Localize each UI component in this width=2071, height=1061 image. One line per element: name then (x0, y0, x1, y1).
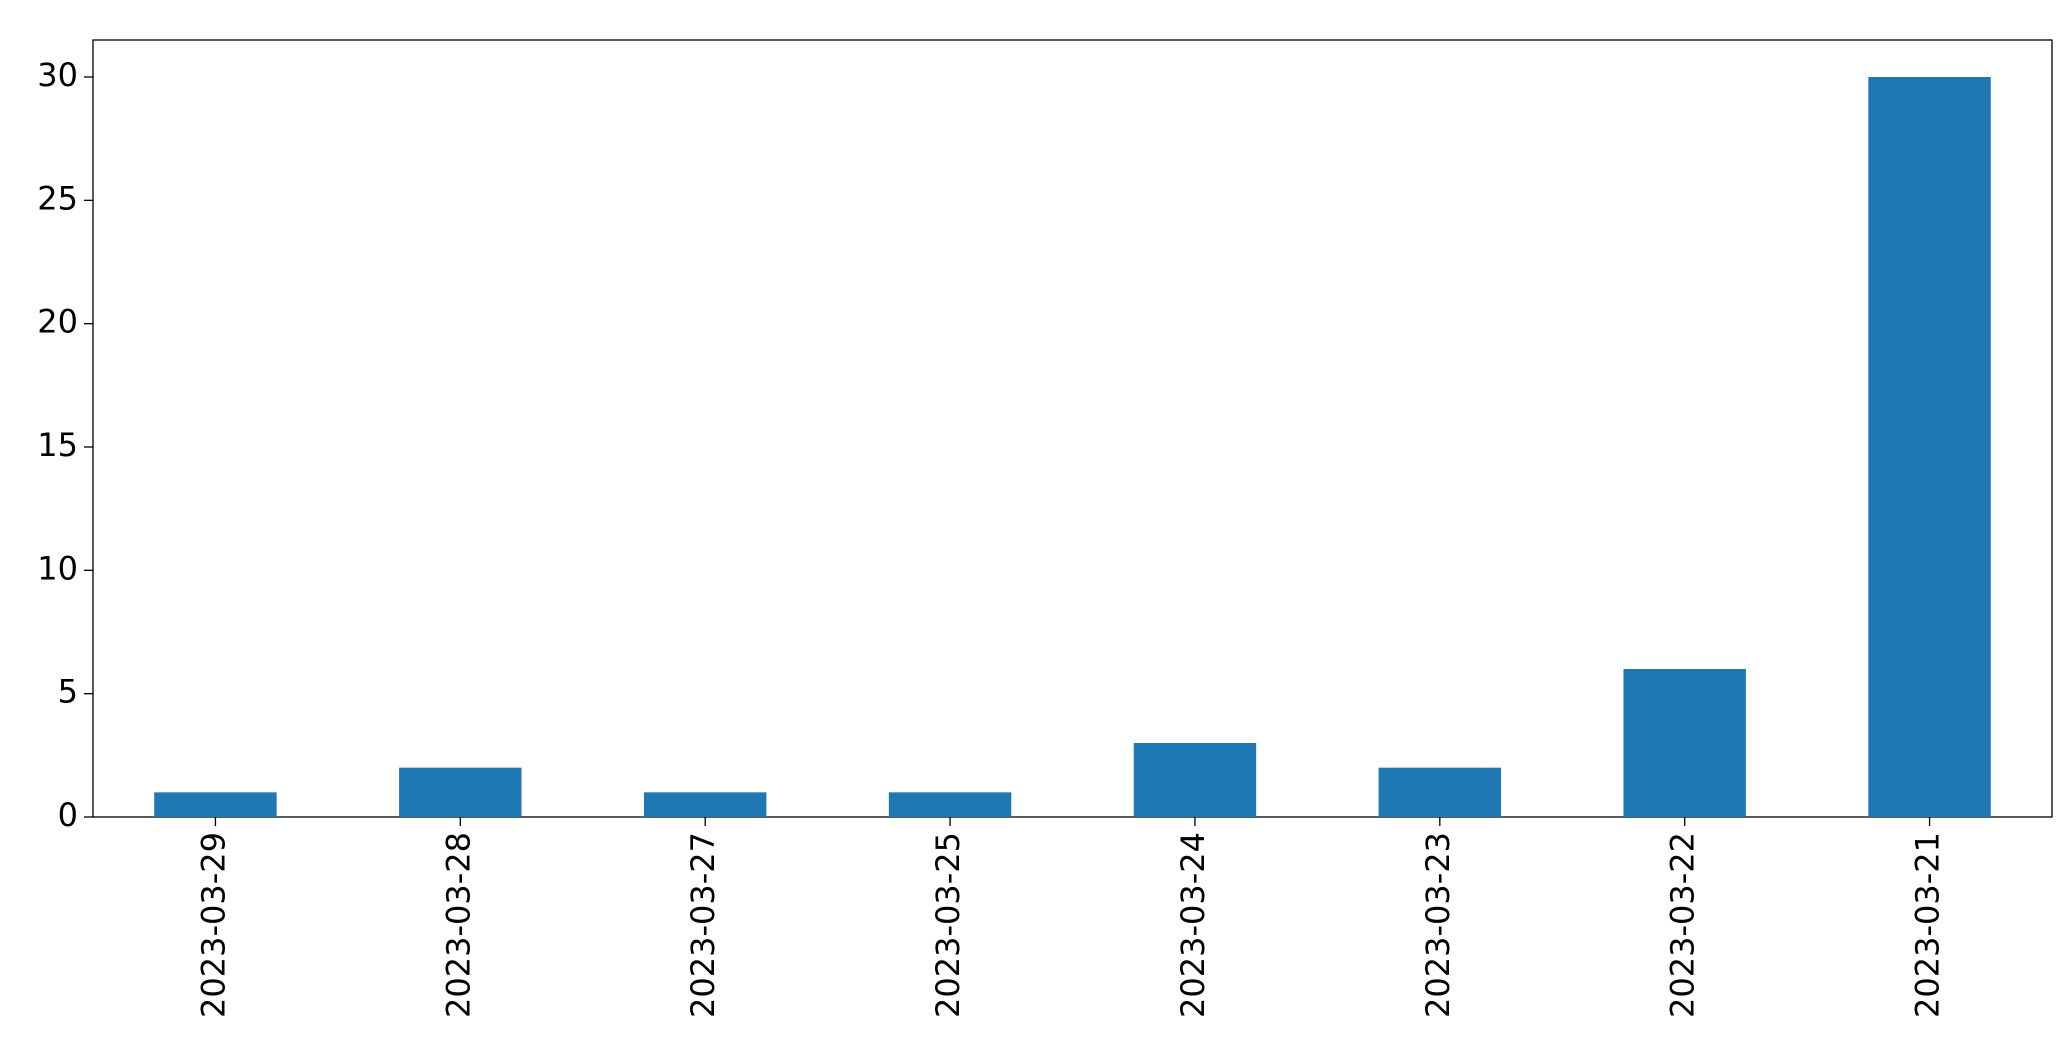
x-tick-label: 2023-03-29 (194, 832, 232, 1018)
y-tick-label: 20 (37, 303, 78, 341)
y-tick-label: 30 (37, 56, 78, 94)
x-tick-label: 2023-03-28 (439, 832, 477, 1018)
y-tick-label: 25 (37, 179, 78, 217)
y-tick-label: 10 (37, 549, 78, 587)
bar (1133, 743, 1257, 817)
y-tick-label: 15 (37, 426, 78, 464)
x-tick-label: 2023-03-24 (1174, 832, 1212, 1018)
x-tick-label: 2023-03-27 (684, 832, 722, 1018)
x-tick-label: 2023-03-22 (1664, 832, 1702, 1018)
bar (643, 792, 767, 817)
y-tick-label: 0 (58, 796, 78, 834)
bar (154, 792, 277, 817)
bar (1623, 669, 1746, 817)
bar (1378, 767, 1502, 817)
x-tick-label: 2023-03-23 (1419, 832, 1457, 1018)
bar (399, 767, 522, 817)
plot-frame (92, 39, 2053, 818)
bar (888, 792, 1012, 817)
x-tick-label: 2023-03-21 (1909, 832, 1947, 1018)
bar (1868, 77, 1991, 817)
y-tick-label: 5 (58, 673, 78, 711)
x-tick-label: 2023-03-25 (929, 832, 967, 1018)
